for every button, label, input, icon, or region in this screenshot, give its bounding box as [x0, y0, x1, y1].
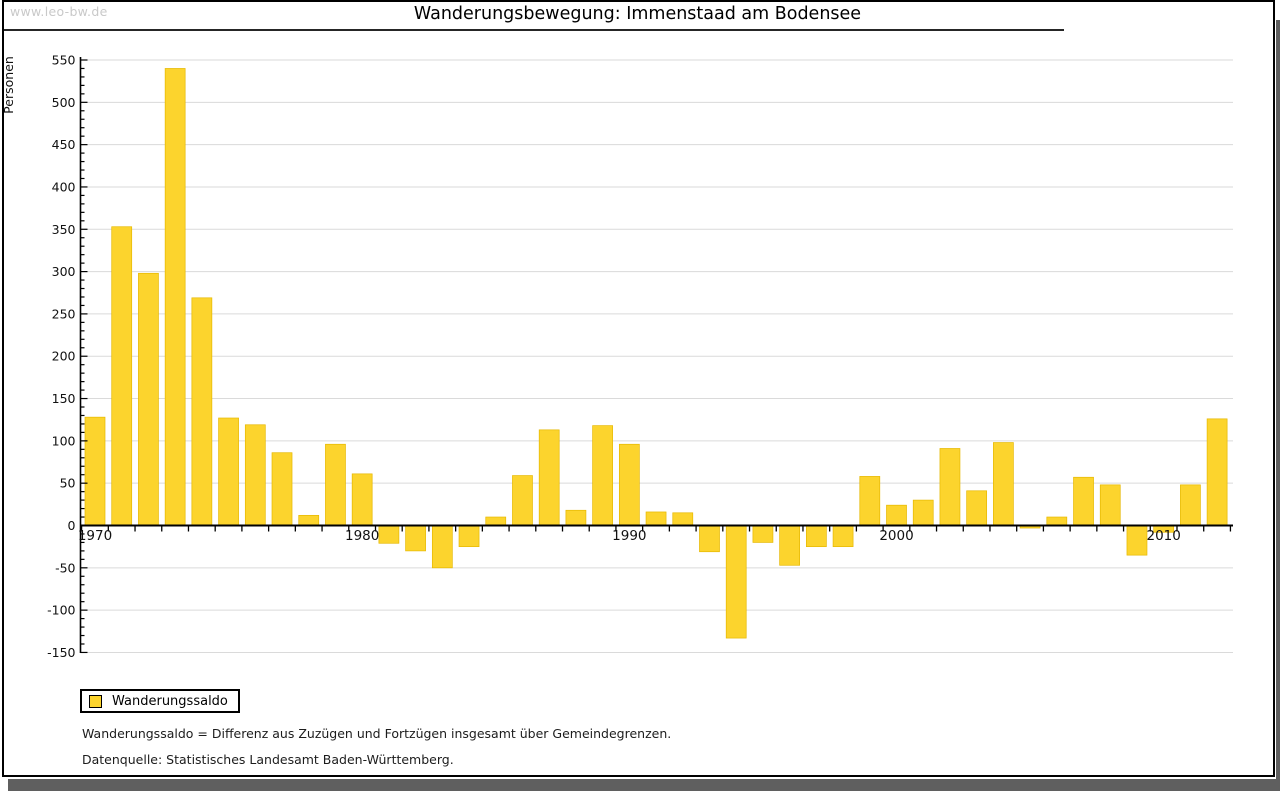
legend-box: Wanderungssaldo: [80, 689, 240, 713]
svg-text:200: 200: [52, 349, 76, 364]
footnote-definition: Wanderungssaldo = Differenz aus Zuzügen …: [82, 726, 672, 741]
page-title: Wanderungsbewegung: Immenstaad am Bodens…: [413, 4, 862, 24]
svg-text:250: 250: [52, 306, 76, 321]
site-watermark: www.leo-bw.de: [10, 4, 108, 19]
legend-swatch-icon: [89, 694, 102, 708]
svg-text:450: 450: [52, 137, 76, 152]
footnote-source: Datenquelle: Statistisches Landesamt Bad…: [82, 752, 454, 767]
svg-text:150: 150: [52, 391, 76, 406]
svg-text:300: 300: [52, 264, 76, 279]
legend-label: Wanderungssaldo: [112, 693, 228, 709]
svg-text:-50: -50: [55, 560, 75, 575]
svg-text:50: 50: [60, 476, 76, 491]
svg-text:1980: 1980: [345, 528, 379, 544]
svg-text:550: 550: [52, 53, 76, 68]
drop-shadow-right: [1276, 20, 1280, 791]
svg-text:-150: -150: [47, 645, 75, 660]
svg-text:100: 100: [52, 433, 76, 448]
svg-text:500: 500: [52, 95, 76, 110]
header-divider: [2, 29, 1064, 31]
svg-text:1990: 1990: [612, 528, 646, 544]
svg-text:Personen: Personen: [1, 56, 16, 114]
svg-text:400: 400: [52, 179, 76, 194]
svg-text:350: 350: [52, 222, 76, 237]
svg-text:2000: 2000: [879, 528, 913, 544]
drop-shadow-bottom: [8, 779, 1280, 791]
svg-text:-100: -100: [47, 603, 75, 618]
svg-text:1970: 1970: [78, 528, 112, 544]
svg-text:0: 0: [68, 518, 76, 533]
svg-text:2010: 2010: [1147, 528, 1181, 544]
